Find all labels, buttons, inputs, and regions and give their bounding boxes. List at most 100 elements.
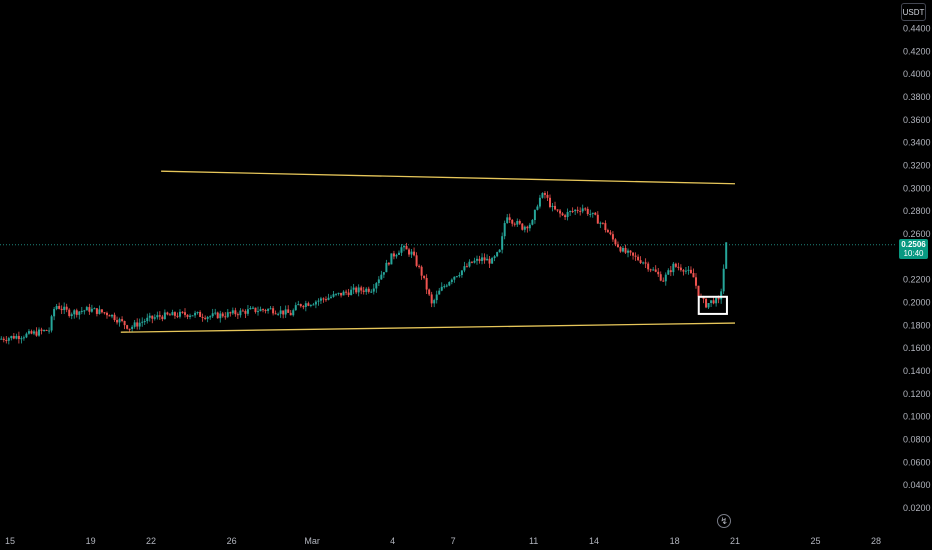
y-tick-label: 0.2000	[903, 298, 931, 308]
candle-body	[5, 340, 8, 342]
candle-body	[22, 337, 25, 339]
candle-body	[224, 316, 227, 318]
candle-body	[697, 285, 700, 297]
candle-body	[12, 336, 15, 339]
candle-body	[194, 312, 197, 316]
candle-body	[226, 312, 229, 317]
last-price-tag: 0.2506 10:40	[899, 239, 928, 259]
candle-body	[627, 250, 630, 253]
x-tick-label: 14	[589, 536, 599, 546]
candle-body	[269, 308, 272, 310]
candle-body	[637, 256, 640, 261]
currency-badge[interactable]: USDT	[901, 3, 926, 21]
candle-body	[272, 308, 275, 314]
candle-body	[601, 222, 604, 224]
candle-body	[60, 308, 63, 311]
candle-body	[715, 297, 718, 304]
candle-body	[176, 315, 179, 317]
candle-body	[191, 315, 194, 317]
y-tick-label: 0.3800	[903, 92, 931, 102]
candle-body	[53, 308, 56, 317]
candle-body	[372, 288, 375, 292]
candle-body	[186, 314, 189, 317]
candle-body	[616, 244, 619, 248]
y-tick-label: 0.3400	[903, 138, 931, 148]
candle-body	[357, 287, 360, 293]
candle-body	[465, 266, 468, 268]
candle-body	[128, 328, 131, 330]
lower-trendline[interactable]	[120, 322, 736, 333]
candle-body	[249, 307, 252, 310]
candle-body	[496, 252, 499, 257]
x-tick-label: 11	[529, 536, 538, 546]
candle-body	[229, 312, 232, 314]
candle-body	[579, 210, 582, 212]
candle-body	[632, 252, 635, 256]
candle-body	[586, 208, 589, 214]
x-tick-label: 4	[390, 536, 395, 546]
candle-body	[48, 330, 51, 332]
candle-body	[10, 336, 13, 339]
y-tick-label: 0.3200	[903, 161, 931, 171]
lightning-bolt-icon[interactable]: ↯	[717, 514, 731, 528]
candle-body	[450, 279, 453, 283]
candle-body	[292, 310, 295, 316]
candle-body	[340, 292, 343, 296]
candle-body	[350, 289, 353, 296]
candle-body	[148, 315, 151, 318]
candle-body	[277, 313, 280, 315]
candle-body	[667, 270, 670, 275]
y-tick-label: 0.4200	[903, 46, 931, 56]
candle-body	[556, 209, 559, 211]
candle-body	[219, 313, 222, 319]
candle-body	[531, 220, 534, 225]
candle-body	[684, 270, 687, 272]
candle-body	[382, 272, 385, 275]
candle-body	[335, 293, 338, 295]
candle-body	[85, 307, 88, 311]
candle-body	[151, 315, 154, 319]
candle-body	[448, 282, 451, 286]
candle-body	[189, 315, 192, 317]
candle-body	[241, 310, 244, 312]
upper-trendline[interactable]	[161, 170, 736, 185]
y-tick-label: 0.0200	[903, 503, 931, 513]
candle-body	[166, 312, 169, 315]
candle-body	[307, 303, 310, 306]
candle-body	[58, 305, 61, 309]
candle-body	[725, 242, 728, 269]
candle-body	[400, 247, 403, 253]
candle-body	[216, 312, 219, 319]
candle-body	[629, 250, 632, 253]
candle-body	[576, 209, 579, 211]
candle-body	[516, 220, 519, 225]
candle-body	[234, 310, 237, 315]
candle-body	[478, 258, 481, 261]
y-tick-label: 0.4400	[903, 24, 931, 34]
x-tick-label: 18	[670, 536, 680, 546]
candle-body	[7, 338, 10, 341]
candle-body	[347, 292, 350, 296]
candle-body	[501, 236, 504, 250]
candle-body	[20, 338, 23, 340]
y-tick-label: 0.2600	[903, 229, 931, 239]
candle-body	[647, 263, 650, 270]
highlight-box[interactable]	[697, 295, 728, 315]
candle-body	[267, 309, 270, 311]
candle-body	[143, 321, 146, 323]
candle-body	[98, 309, 101, 314]
candle-body	[375, 283, 378, 289]
y-tick-label: 0.0800	[903, 435, 931, 445]
candle-body	[259, 309, 262, 312]
candle-body	[493, 256, 496, 259]
candle-body	[153, 317, 156, 319]
candle-body	[649, 269, 652, 271]
candle-body	[262, 309, 265, 311]
candle-body	[78, 311, 81, 315]
candle-body	[370, 291, 373, 293]
candle-body	[211, 313, 214, 317]
candle-body	[526, 226, 529, 229]
candle-body	[674, 263, 677, 267]
candle-body	[428, 289, 431, 295]
